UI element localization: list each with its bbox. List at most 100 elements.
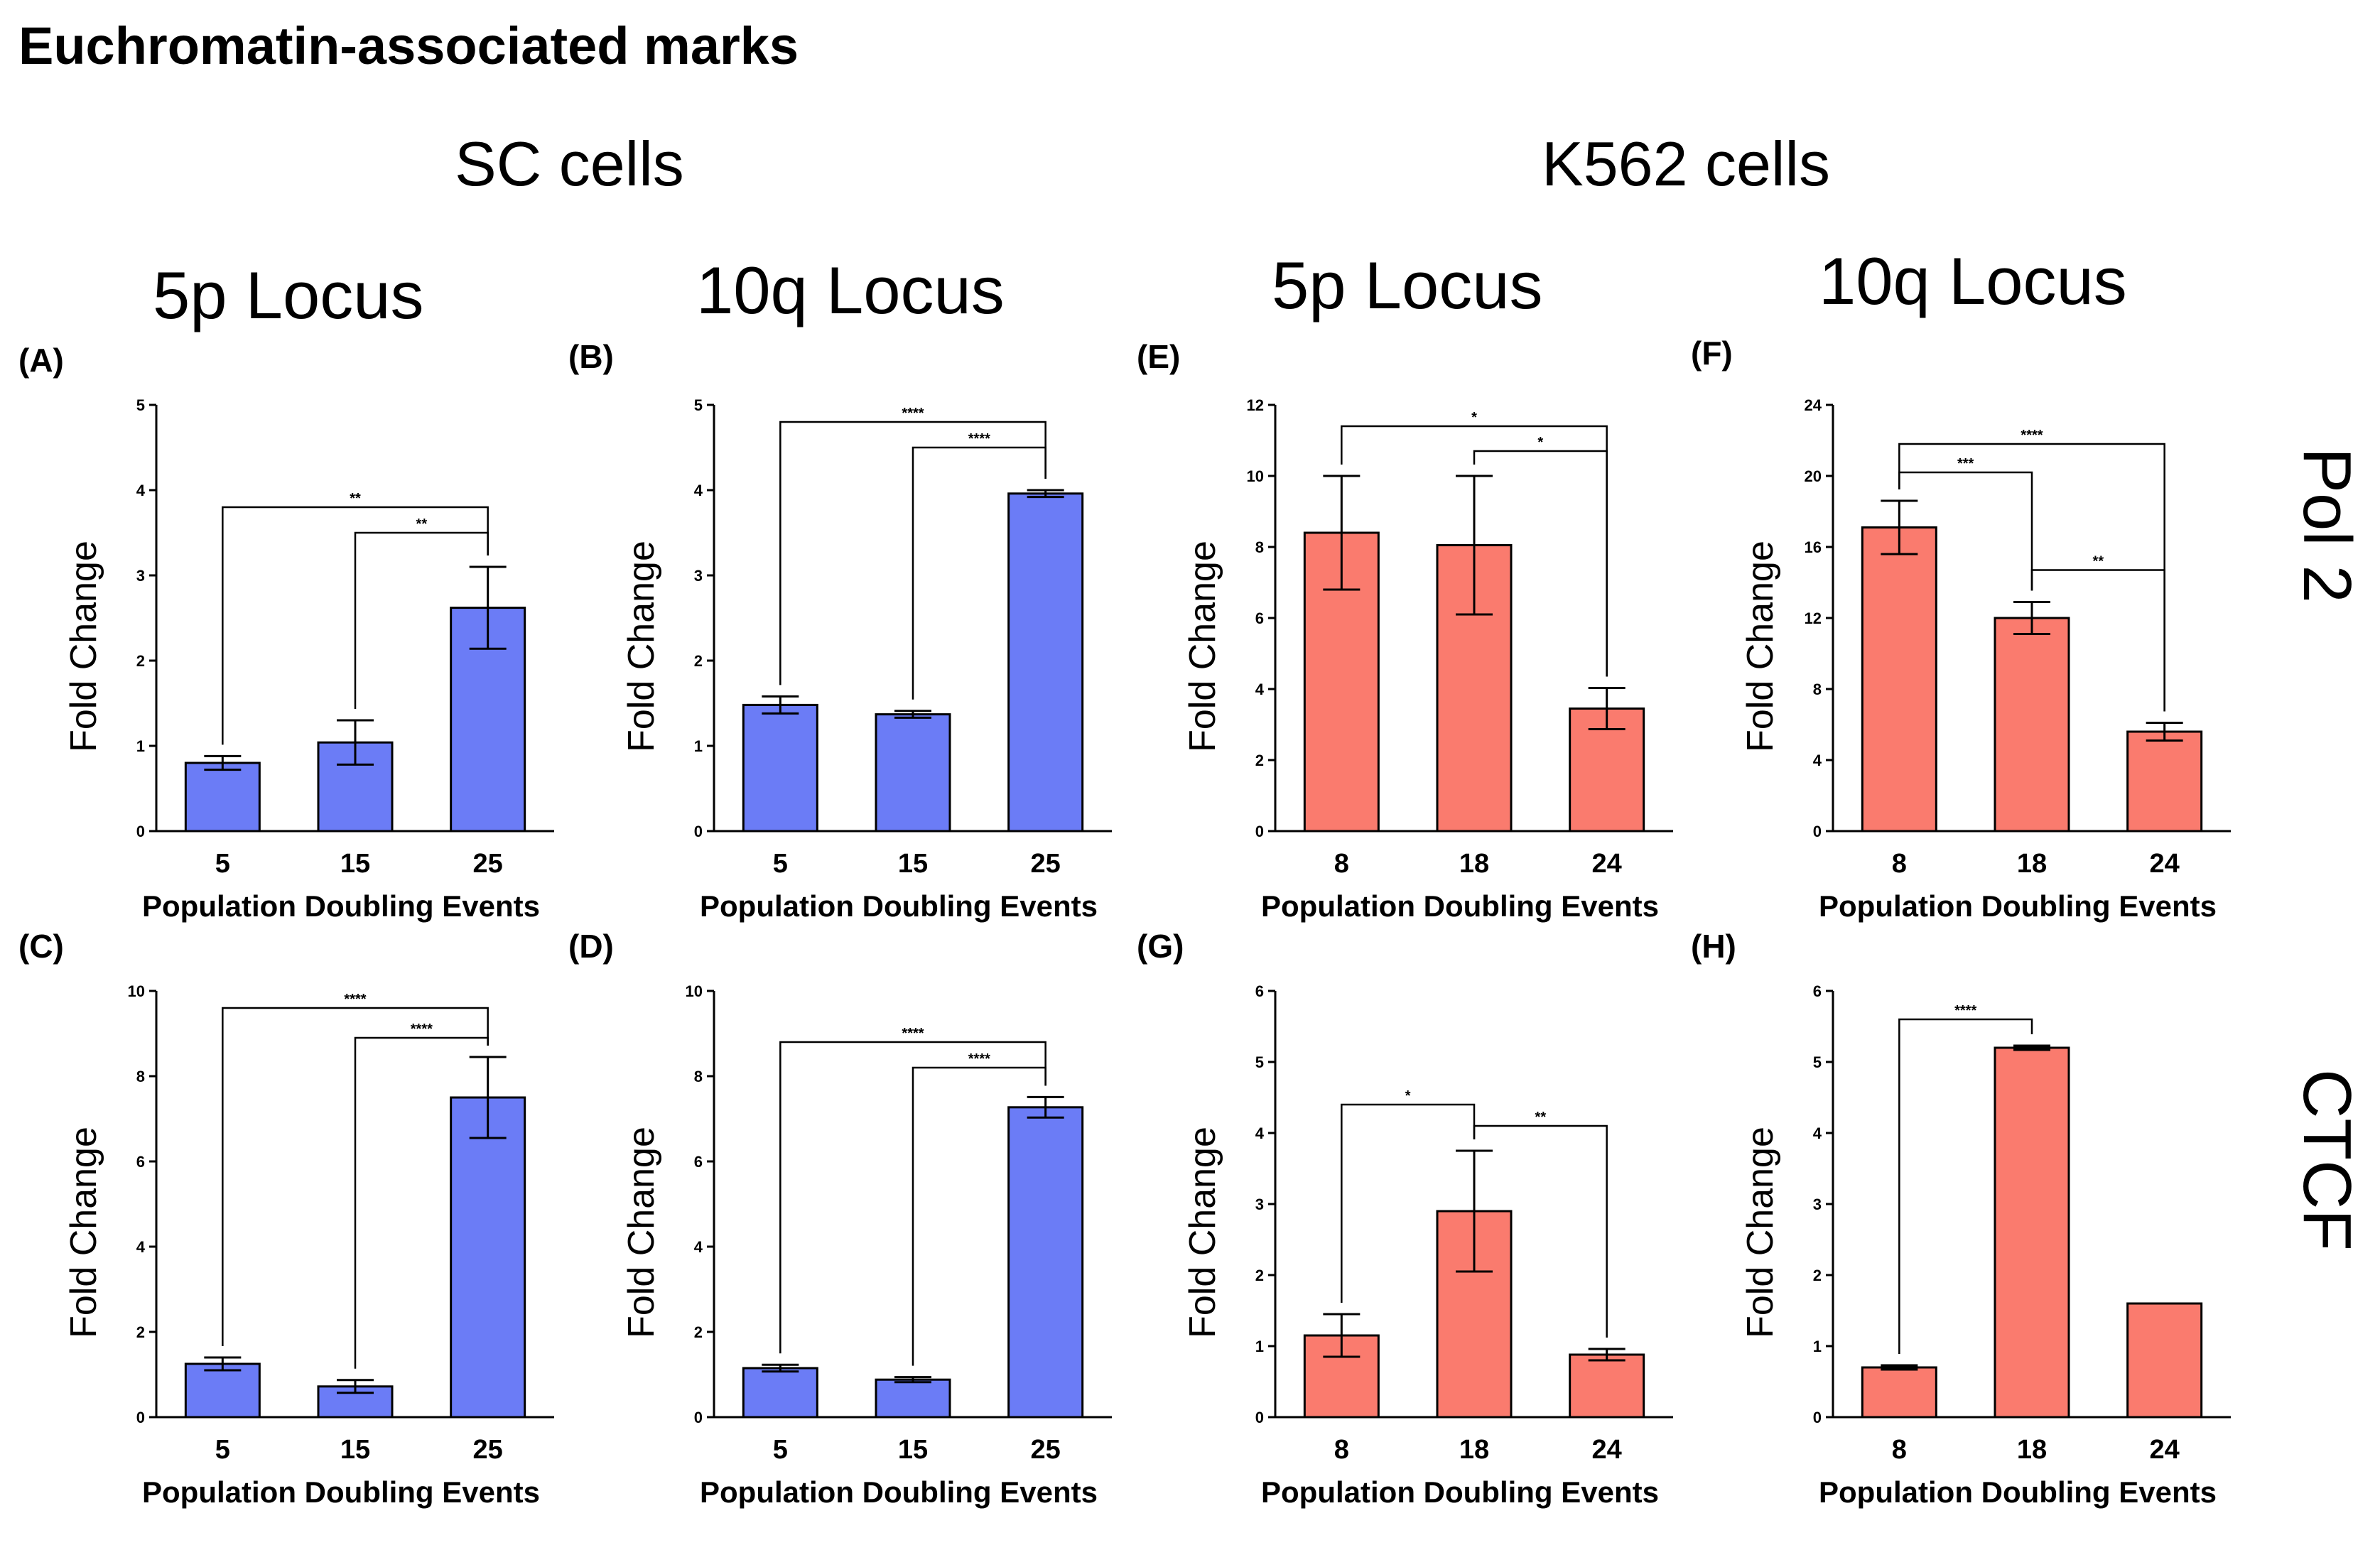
locus-title-k562-10q: 10q Locus xyxy=(1819,244,2127,318)
x-tick-label: 24 xyxy=(2150,1435,2180,1465)
x-tick-label: 25 xyxy=(473,849,503,879)
y-tick-label: 5 xyxy=(1813,1053,1822,1071)
group-title-sc: SC cells xyxy=(455,129,684,199)
bar-25 xyxy=(1007,492,1084,833)
y-tick-label: 8 xyxy=(1255,538,1264,556)
panel-label-d: (D) xyxy=(568,928,614,965)
y-tick-label: 8 xyxy=(1813,681,1822,698)
panel-label-c: (C) xyxy=(18,928,64,965)
bar-5 xyxy=(742,1367,818,1419)
y-axis-title: Fold Change xyxy=(1182,541,1223,752)
bar-5 xyxy=(184,761,261,833)
locus-title-k562-5p: 5p Locus xyxy=(1272,248,1543,322)
x-tick-label: 5 xyxy=(215,1435,230,1465)
y-tick-label: 4 xyxy=(694,482,703,499)
x-tick-label: 18 xyxy=(1459,1435,1489,1465)
y-tick-label: 4 xyxy=(1255,681,1265,698)
x-tick-label: 18 xyxy=(1459,849,1489,879)
y-tick-label: 16 xyxy=(1805,538,1822,556)
significance-bracket xyxy=(222,1007,489,1346)
y-tick-label: 1 xyxy=(136,737,145,755)
chart-panel-a: 0 1 2 3 4 5 Fold Change Population Doubling Eve… xyxy=(63,396,554,923)
y-tick-label: 2 xyxy=(694,652,703,670)
y-tick-label: 24 xyxy=(1805,396,1822,414)
significance-bracket xyxy=(354,531,489,709)
y-tick-label: 0 xyxy=(694,823,703,840)
chart-panel-c: 0 2 4 6 8 10 Fold Change Population Doubling Ev… xyxy=(63,982,554,1509)
panel-label-h: (H) xyxy=(1691,928,1736,965)
y-tick-label: 20 xyxy=(1805,467,1822,485)
y-tick-label: 6 xyxy=(1255,609,1264,627)
y-axis-title: Fold Change xyxy=(1740,1127,1781,1338)
y-tick-label: 5 xyxy=(1255,1053,1264,1071)
y-tick-label: 12 xyxy=(1247,396,1264,414)
y-tick-label: 0 xyxy=(136,1409,145,1426)
y-tick-label: 10 xyxy=(1247,467,1264,485)
chart-panel-b: 0 1 2 3 4 5 Fold Change Population Doubling Eve… xyxy=(621,396,1112,923)
significance-label: * xyxy=(1471,410,1477,425)
significance-bracket xyxy=(912,446,1046,700)
bar-8 xyxy=(1861,1366,1937,1419)
y-axis-title: Fold Change xyxy=(621,1127,662,1338)
locus-title-sc-5p: 5p Locus xyxy=(153,258,424,332)
y-tick-label: 2 xyxy=(136,652,145,670)
y-tick-label: 0 xyxy=(1813,823,1822,840)
significance-label: ** xyxy=(2093,554,2104,570)
significance-label: *** xyxy=(1957,456,1974,472)
y-axis-title: Fold Change xyxy=(621,541,662,752)
y-tick-label: 3 xyxy=(136,567,145,585)
bar-24 xyxy=(2126,730,2203,833)
x-tick-label: 24 xyxy=(2150,849,2180,879)
significance-label: **** xyxy=(2021,428,2043,443)
significance-label: ** xyxy=(350,491,361,506)
panel-label-e: (E) xyxy=(1137,338,1181,375)
significance-bracket xyxy=(1341,1103,1476,1303)
x-tick-label: 15 xyxy=(340,849,370,879)
x-axis-title: Population Doubling Events xyxy=(700,889,1098,923)
x-tick-label: 8 xyxy=(1334,849,1349,879)
panel-label-b: (B) xyxy=(568,338,614,375)
y-tick-label: 4 xyxy=(1813,752,1822,769)
y-tick-label: 6 xyxy=(1813,982,1822,1000)
x-tick-label: 5 xyxy=(215,849,230,879)
y-tick-label: 6 xyxy=(136,1153,145,1171)
significance-label: **** xyxy=(1954,1003,1976,1019)
y-tick-label: 3 xyxy=(1255,1196,1264,1213)
figure-title: Euchromatin-associated marks xyxy=(18,16,799,75)
y-tick-label: 4 xyxy=(1255,1124,1265,1142)
y-tick-label: 0 xyxy=(694,1409,703,1426)
significance-bracket xyxy=(1473,1124,1608,1338)
bar-18 xyxy=(1994,617,2070,833)
significance-bracket xyxy=(1473,450,1608,677)
significance-bracket xyxy=(2030,569,2165,712)
bar-15 xyxy=(317,741,394,833)
y-tick-label: 1 xyxy=(694,737,703,755)
panel-label-f: (F) xyxy=(1691,335,1733,372)
bar-15 xyxy=(875,1378,951,1419)
x-tick-label: 8 xyxy=(1892,1435,1907,1465)
y-tick-label: 0 xyxy=(1255,823,1264,840)
x-tick-label: 8 xyxy=(1334,1435,1349,1465)
bar-25 xyxy=(450,1096,526,1419)
y-tick-label: 0 xyxy=(1255,1409,1264,1426)
significance-label: **** xyxy=(968,431,990,447)
chart-panel-h: 0 1 2 3 4 5 6 Fold Change Population Doubling Ev… xyxy=(1740,982,2231,1509)
x-tick-label: 25 xyxy=(1031,849,1061,879)
chart-panel-f: 0 4 8 12 16 20 24 Fold Change Population Doublin… xyxy=(1740,396,2231,923)
y-tick-label: 10 xyxy=(128,982,145,1000)
y-axis-title: Fold Change xyxy=(63,1127,104,1338)
y-tick-label: 2 xyxy=(694,1323,703,1341)
y-tick-label: 2 xyxy=(1255,1267,1264,1284)
y-tick-label: 10 xyxy=(686,982,703,1000)
y-tick-label: 4 xyxy=(136,1238,146,1256)
bar-8 xyxy=(1861,526,1937,833)
row-label-pol2: Pol 2 xyxy=(2289,448,2365,603)
y-tick-label: 5 xyxy=(136,396,145,414)
y-axis-title: Fold Change xyxy=(63,541,104,752)
y-tick-label: 0 xyxy=(136,823,145,840)
significance-label: ** xyxy=(1535,1110,1547,1125)
y-tick-label: 4 xyxy=(694,1238,703,1256)
y-tick-label: 1 xyxy=(1813,1338,1822,1355)
bar-5 xyxy=(184,1362,261,1419)
